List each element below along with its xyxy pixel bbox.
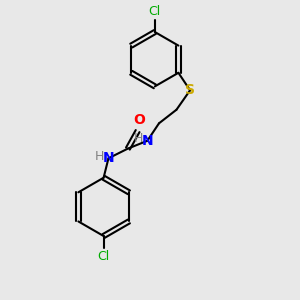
Text: S: S	[185, 83, 195, 97]
Text: N: N	[142, 134, 153, 148]
Text: N: N	[103, 151, 114, 165]
Text: Cl: Cl	[149, 5, 161, 18]
Text: H: H	[134, 132, 143, 146]
Text: H: H	[95, 150, 104, 163]
Text: Cl: Cl	[98, 250, 110, 262]
Text: O: O	[134, 113, 146, 127]
